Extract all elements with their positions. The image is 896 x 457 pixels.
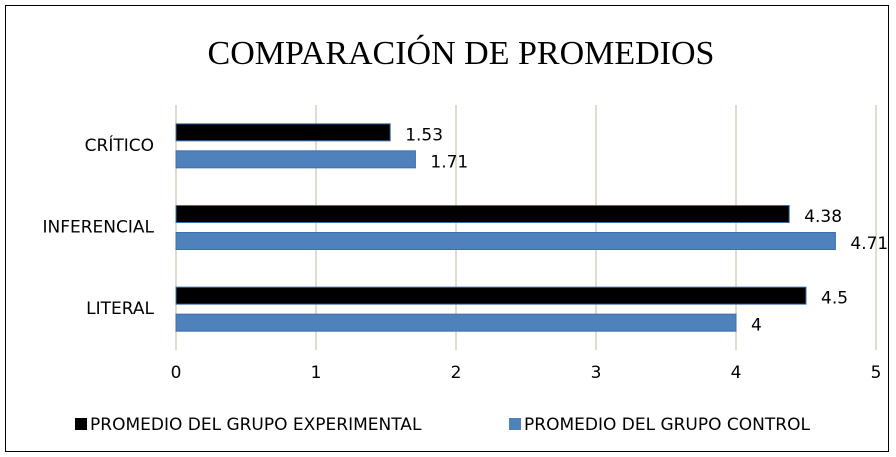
legend-label: PROMEDIO DEL GRUPO EXPERIMENTAL xyxy=(90,415,422,435)
x-tick-label: 5 xyxy=(871,363,882,383)
x-tick-label: 2 xyxy=(451,363,462,383)
data-label: 4.71 xyxy=(850,234,888,254)
bar xyxy=(175,286,807,305)
bar xyxy=(175,232,836,250)
bar xyxy=(175,123,391,142)
y-tick-label: LITERAL xyxy=(86,299,154,319)
data-label: 4.5 xyxy=(821,289,848,309)
bar xyxy=(175,205,790,223)
legend-swatch xyxy=(509,418,521,430)
chart-border xyxy=(5,5,889,452)
y-tick-label: INFERENCIAL xyxy=(42,218,154,238)
x-tick-label: 0 xyxy=(171,363,182,383)
data-label: 4.38 xyxy=(804,207,842,227)
data-label: 4 xyxy=(751,316,762,336)
legend-swatch xyxy=(75,418,87,430)
x-tick-label: 4 xyxy=(731,363,742,383)
data-label: 1.53 xyxy=(405,125,443,145)
x-tick-label: 1 xyxy=(311,363,322,383)
x-tick-label: 3 xyxy=(591,363,602,383)
bar xyxy=(175,150,416,169)
legend-label: PROMEDIO DEL GRUPO CONTROL xyxy=(524,415,810,435)
data-label: 1.71 xyxy=(430,152,468,172)
bar xyxy=(175,313,737,332)
chart-title: COMPARACIÓN DE PROMEDIOS xyxy=(208,34,715,72)
y-tick-label: CRÍTICO xyxy=(85,134,154,156)
